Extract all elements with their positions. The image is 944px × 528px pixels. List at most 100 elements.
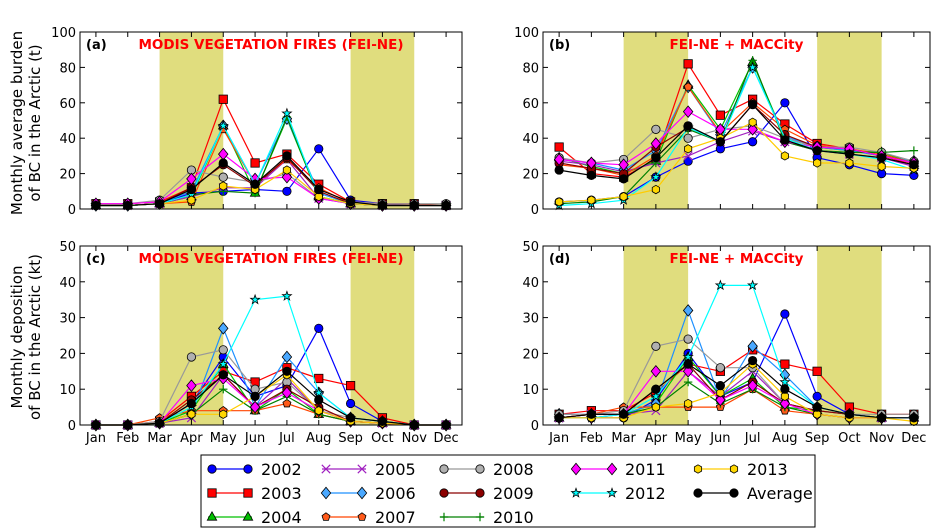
data-point xyxy=(682,364,694,378)
data-point xyxy=(909,160,919,170)
row-label-top-line1: Monthly average burden xyxy=(8,31,26,215)
x-tick-label: Jun xyxy=(709,431,730,446)
data-point xyxy=(281,107,293,119)
data-point xyxy=(813,158,822,168)
data-point xyxy=(651,184,660,195)
panel-b: 0 20 40 60 80 100 (b) FEI-NE + MACCity xyxy=(514,26,931,218)
data-point xyxy=(619,174,629,184)
data-point xyxy=(650,364,662,378)
data-point xyxy=(281,290,293,301)
data-point xyxy=(650,171,662,182)
data-point xyxy=(250,391,260,401)
data-point xyxy=(650,390,662,402)
series-line xyxy=(559,125,915,164)
data-point xyxy=(651,402,660,412)
data-point xyxy=(651,341,661,351)
data-point xyxy=(683,377,693,387)
legend-entry-2004: 2004 xyxy=(206,508,302,527)
data-point xyxy=(586,156,597,170)
legend-marker xyxy=(243,488,253,498)
legend-label: 2008 xyxy=(493,460,534,479)
legend-marker xyxy=(475,512,485,522)
x-tick-label: Jul xyxy=(278,431,295,446)
x-tick-label: Oct xyxy=(838,431,860,446)
y-tick-label: 40 xyxy=(59,276,76,291)
y-tick-label: 40 xyxy=(522,276,539,291)
x-tick-label: Sep xyxy=(805,431,830,446)
plot-frame xyxy=(79,31,463,210)
y-tick-label: 10 xyxy=(522,383,539,398)
x-tick-label: Nov xyxy=(869,431,895,446)
data-point xyxy=(780,391,789,402)
data-point xyxy=(747,379,758,392)
data-point xyxy=(345,197,356,207)
data-point xyxy=(186,184,197,195)
legend-label: 2003 xyxy=(261,484,302,503)
series-average xyxy=(554,355,919,423)
y-tick-label: 0 xyxy=(531,419,539,434)
data-point xyxy=(747,61,759,73)
data-point xyxy=(618,158,629,172)
y-tick-label: 50 xyxy=(59,240,76,255)
series-average xyxy=(554,99,919,184)
data-point xyxy=(780,98,790,108)
data-point xyxy=(812,391,822,401)
data-point xyxy=(555,197,564,207)
data-point xyxy=(844,149,854,159)
x-tick-label: Jul xyxy=(744,431,761,446)
data-point xyxy=(716,388,725,398)
x-tick-label: Feb xyxy=(116,431,139,446)
legend-marker xyxy=(243,464,253,474)
data-point xyxy=(314,191,323,202)
data-point xyxy=(909,413,919,423)
data-point xyxy=(780,384,790,394)
legend-marker xyxy=(729,464,739,474)
data-point xyxy=(250,158,260,168)
legend-marker xyxy=(320,486,332,500)
data-point xyxy=(219,181,228,191)
data-point xyxy=(554,413,564,423)
panel-title: MODIS VEGETATION FIRES (FEI-NE) xyxy=(138,251,403,267)
y-tick-label: 100 xyxy=(51,26,76,41)
row-label-top: Monthly average burden of BC in the Arct… xyxy=(8,31,44,215)
legend-entry-2011: 2011 xyxy=(570,460,666,479)
x-tick-label: May xyxy=(210,431,237,446)
data-point xyxy=(619,191,628,202)
season-shading xyxy=(350,246,415,425)
y-tick-label: 10 xyxy=(59,383,76,398)
legend: 2002 2003 2004 2005 2006 2007 2008 2009 2010 2011… xyxy=(200,454,816,528)
y-tick-label: 50 xyxy=(522,240,539,255)
panel-a: 0 20 40 60 80 100 (a) MODIS VEGETATION FIRES (F… xyxy=(51,26,463,218)
data-point xyxy=(780,135,790,145)
row-label-top-line2: of BC in the Arctic (t) xyxy=(26,44,44,201)
x-tick-label: Mar xyxy=(611,431,636,446)
data-point xyxy=(186,379,197,392)
data-point xyxy=(683,359,693,369)
data-point xyxy=(812,402,822,412)
data-point xyxy=(747,279,759,291)
panel-c: 0 10 20 30 40 50 Jan Feb Mar Apr May Jun Jul Aug Sep Oc… xyxy=(59,240,463,446)
legend-marker xyxy=(357,464,367,474)
data-point xyxy=(154,199,165,209)
legend-marker xyxy=(439,464,449,474)
series-line xyxy=(95,370,447,426)
y-tick-label: 30 xyxy=(59,312,76,327)
data-point xyxy=(250,179,260,189)
legend-box xyxy=(200,454,816,528)
panel-label: (c) xyxy=(86,252,106,267)
panel-label: (b) xyxy=(549,38,570,53)
data-point xyxy=(780,359,790,369)
legend-marker xyxy=(356,486,368,500)
data-point xyxy=(748,137,758,147)
row-label-bottom-line1: Monthly deposition xyxy=(8,266,26,409)
data-point xyxy=(779,376,791,387)
legend-marker xyxy=(729,488,739,498)
data-point xyxy=(651,124,661,134)
y-tick-label: 60 xyxy=(522,97,539,112)
y-tick-label: 0 xyxy=(68,419,76,434)
x-tick-label: Jun xyxy=(244,431,265,446)
legend-entry-2005: 2005 xyxy=(321,460,416,479)
data-point xyxy=(780,309,790,319)
legend-marker xyxy=(206,510,218,521)
data-point xyxy=(154,418,165,428)
